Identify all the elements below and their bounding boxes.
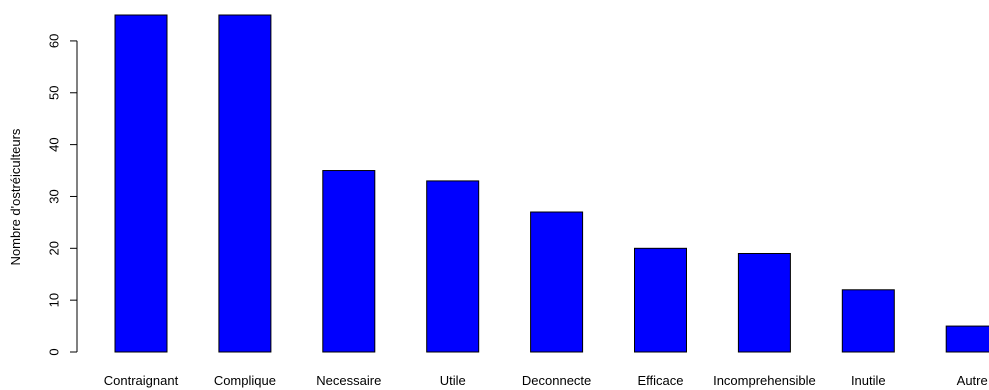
y-tick-label: 0	[47, 348, 62, 355]
y-tick-label: 20	[47, 241, 62, 255]
bar-utile	[426, 180, 480, 353]
y-tick-label: 50	[47, 86, 62, 100]
y-tick-label: 10	[47, 293, 62, 307]
x-tick-label: Inutile	[851, 373, 886, 388]
bar-inutile	[841, 289, 895, 353]
x-tick-label: Deconnecte	[522, 373, 591, 388]
y-tick-label: 30	[47, 189, 62, 203]
bar-autre	[945, 325, 989, 353]
bar-necessaire	[322, 170, 376, 353]
x-tick-label: Utile	[440, 373, 466, 388]
bar-complique	[218, 14, 272, 353]
x-tick-label: Necessaire	[316, 373, 381, 388]
bar-efficace	[634, 247, 687, 353]
y-axis-label: Nombre d'ostréiculteurs	[8, 128, 23, 265]
x-tick-label: Contraignant	[104, 373, 179, 388]
bar-contraignant	[114, 14, 168, 353]
bar-incomprehensible	[737, 252, 791, 353]
y-axis: 0 10 20 30 40 50 60	[47, 34, 78, 356]
bars	[114, 14, 989, 353]
x-tick-label: Complique	[214, 373, 276, 388]
x-tick-label: Autre	[957, 373, 988, 388]
x-axis-labels: Contraignant Complique Necessaire Utile Deco…	[104, 373, 988, 388]
y-tick-label: 60	[47, 34, 62, 48]
y-tick-label: 40	[47, 137, 62, 151]
x-tick-label: Incomprehensible	[713, 373, 816, 388]
x-tick-label: Efficace	[637, 373, 683, 388]
bar-deconnecte	[530, 211, 584, 353]
